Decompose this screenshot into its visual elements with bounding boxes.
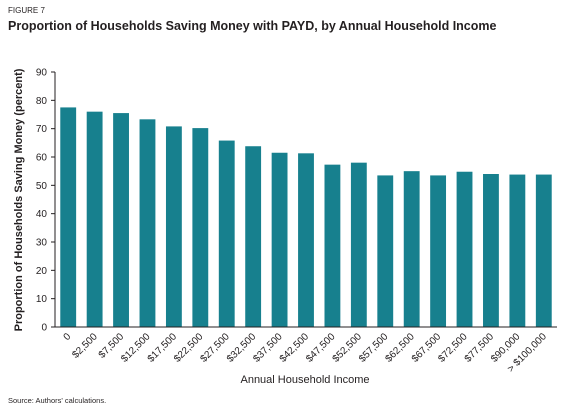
- bar: [192, 128, 209, 327]
- bar: [113, 113, 129, 327]
- bar: [430, 175, 447, 327]
- y-tick-label: 90: [36, 68, 48, 79]
- bar: [139, 119, 156, 327]
- bar: [403, 171, 420, 327]
- bar: [483, 174, 499, 327]
- bar: [165, 126, 182, 328]
- y-tick-label: 10: [36, 294, 48, 305]
- y-tick-label: 50: [36, 181, 48, 192]
- bar: [350, 162, 367, 327]
- y-tick-label: 70: [36, 124, 48, 135]
- x-tick-label: $2,500: [70, 331, 100, 361]
- y-tick-label: 60: [36, 153, 48, 164]
- bar: [509, 174, 526, 327]
- bar: [535, 174, 552, 327]
- y-axis-label: Proportion of Households Saving Money (p…: [13, 68, 25, 331]
- y-tick-label: 80: [36, 96, 48, 107]
- y-tick-label: 0: [41, 323, 47, 334]
- bar: [456, 171, 473, 327]
- bar: [218, 140, 235, 327]
- bar: [377, 175, 394, 327]
- y-tick-label: 30: [36, 238, 48, 249]
- x-tick-label: 0: [62, 331, 74, 343]
- bar: [298, 153, 314, 327]
- bar: [271, 152, 288, 327]
- bar: [324, 164, 341, 327]
- y-tick-label: 20: [36, 266, 48, 277]
- chart-title: Proportion of Households Saving Money wi…: [8, 19, 497, 33]
- x-axis-label: Annual Household Income: [240, 374, 369, 386]
- source-note: Source: Authors' calculations.: [8, 396, 106, 405]
- bar: [245, 146, 262, 327]
- y-tick-label: 40: [36, 209, 48, 220]
- figure-label: FIGURE 7: [8, 6, 45, 15]
- bar: [60, 107, 77, 328]
- bar: [86, 111, 103, 328]
